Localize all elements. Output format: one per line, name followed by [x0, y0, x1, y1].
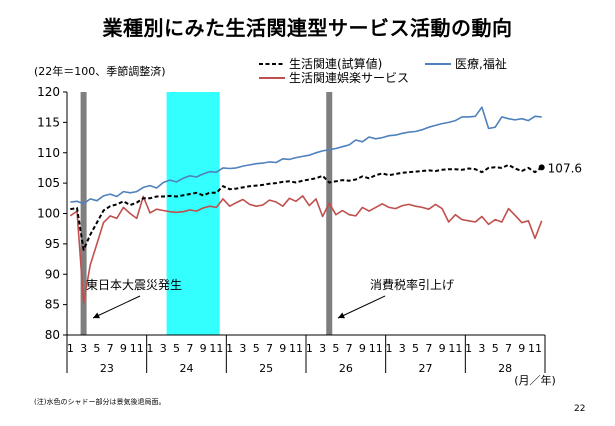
- month-tick-label: 3: [239, 342, 246, 355]
- month-tick-label: 3: [478, 342, 485, 355]
- month-tick-label: 7: [346, 342, 353, 355]
- month-tick-label: 5: [492, 342, 499, 355]
- month-tick-label: 5: [332, 342, 339, 355]
- x-axis-unit: (月／年): [514, 373, 556, 387]
- month-tick-label: 9: [200, 342, 207, 355]
- recession-shading-layer: [166, 92, 220, 335]
- y-tick-label: 90: [45, 267, 60, 281]
- year-tick-label: 27: [419, 362, 433, 375]
- month-tick-label: 11: [448, 342, 462, 355]
- month-tick-label: 11: [209, 342, 223, 355]
- event-bar-2: [326, 92, 333, 335]
- annotations-layer: 東日本大震災発生 消費税率引上げ: [86, 277, 454, 319]
- month-tick-label: 3: [399, 342, 406, 355]
- month-tick-label: 3: [319, 342, 326, 355]
- event-arrow-line-1: [92, 295, 141, 319]
- month-tick-label: 7: [266, 342, 273, 355]
- month-tick-label: 5: [173, 342, 180, 355]
- month-tick-label: 7: [107, 342, 114, 355]
- month-tick-label: 9: [279, 342, 286, 355]
- chart-title: 業種別にみた生活関連型サービス活動の動向: [102, 16, 513, 40]
- month-tick-label: 9: [359, 342, 366, 355]
- month-tick-label: 1: [465, 342, 472, 355]
- month-tick-label: 11: [528, 342, 542, 355]
- month-tick-label: 9: [518, 342, 525, 355]
- year-tick-label: 24: [180, 362, 194, 375]
- month-tick-label: 1: [226, 342, 233, 355]
- y-tick-label: 85: [45, 298, 60, 312]
- month-tick-label: 11: [369, 342, 383, 355]
- month-tick-label: 9: [120, 342, 127, 355]
- month-tick-label: 5: [412, 342, 419, 355]
- footnote: (注)水色のシャドー部分は景気後退局面。: [34, 398, 166, 406]
- end-value-label: 107.6: [548, 161, 582, 175]
- unit-note: (22年＝100、季節調整済): [34, 65, 166, 78]
- month-tick-label: 11: [130, 342, 144, 355]
- legend-label-1: 生活関連(試算値): [289, 56, 382, 71]
- month-tick-label: 7: [505, 342, 512, 355]
- month-tick-label: 1: [146, 342, 153, 355]
- y-tick-label: 95: [45, 237, 60, 251]
- year-tick-label: 25: [259, 362, 273, 375]
- y-tick-label: 120: [37, 85, 60, 99]
- series-layer: 107.6: [69, 106, 582, 304]
- event-arrow-head-2: [338, 312, 345, 319]
- event-arrow-head-1: [93, 312, 100, 319]
- series-line-seikatsu: [70, 163, 543, 251]
- legend-label-3: 生活関連娯楽サービス: [289, 71, 409, 85]
- legend-label-2: 医療,福祉: [455, 56, 507, 71]
- series-line-iryo: [70, 106, 542, 205]
- month-tick-label: 11: [289, 342, 303, 355]
- page-number: 22: [574, 404, 586, 414]
- event-bars-layer: [80, 92, 333, 335]
- month-tick-label: 7: [186, 342, 193, 355]
- month-tick-label: 9: [439, 342, 446, 355]
- y-tick-label: 100: [37, 207, 60, 221]
- month-tick-label: 1: [67, 342, 74, 355]
- month-tick-label: 5: [93, 342, 100, 355]
- y-tick-label: 105: [37, 176, 60, 190]
- year-tick-label: 26: [339, 362, 353, 375]
- month-tick-label: 1: [306, 342, 313, 355]
- y-tick-label: 115: [37, 115, 60, 129]
- year-tick-label: 28: [498, 362, 512, 375]
- series-line-goraku: [69, 195, 543, 304]
- recession-shade: [166, 92, 220, 335]
- event-label-2: 消費税率引上げ: [370, 277, 454, 292]
- month-tick-label: 3: [80, 342, 87, 355]
- end-point-marker: [538, 164, 545, 171]
- year-tick-label: 23: [100, 362, 114, 375]
- event-arrow-line-2: [337, 295, 386, 319]
- month-tick-label: 5: [253, 342, 260, 355]
- month-tick-label: 7: [425, 342, 432, 355]
- y-tick-label: 110: [37, 146, 60, 160]
- event-bar-1: [80, 92, 87, 335]
- y-tick-label: 80: [45, 328, 60, 342]
- month-tick-label: 3: [160, 342, 167, 355]
- month-tick-label: 1: [385, 342, 392, 355]
- event-label-1: 東日本大震災発生: [86, 278, 182, 292]
